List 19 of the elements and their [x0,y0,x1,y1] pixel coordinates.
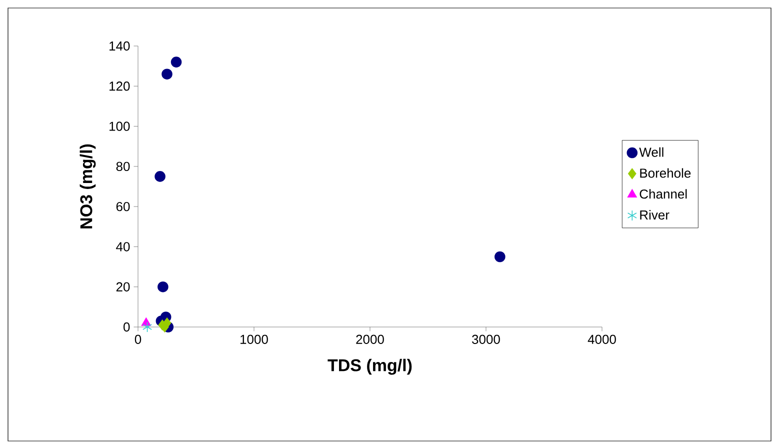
legend-label: River [640,210,670,220]
y-tick-label: 80 [116,162,130,172]
x-tick-label: 1000 [240,334,268,344]
x-tick-label: 2000 [356,334,384,344]
y-tick-label: 20 [116,282,130,292]
y-tick-label: 40 [116,242,130,252]
x-tick-label: 0 [134,334,142,344]
y-tick-label: 120 [110,82,130,91]
legend-label: Borehole [640,168,691,178]
y-tick-label: 0 [124,322,130,332]
y-tick-label: 60 [116,202,130,212]
x-axis-title: TDS (mg/l) [328,358,412,375]
y-tick-label: 140 [110,41,130,51]
x-tick-label: 4000 [588,334,616,344]
y-tick-label: 100 [110,122,130,131]
x-tick-label: 3000 [472,334,500,344]
y-axis-title: NO3 (mg/l) [80,144,96,228]
legend-label: Well [639,147,664,157]
legend-label: Channel [640,189,687,199]
